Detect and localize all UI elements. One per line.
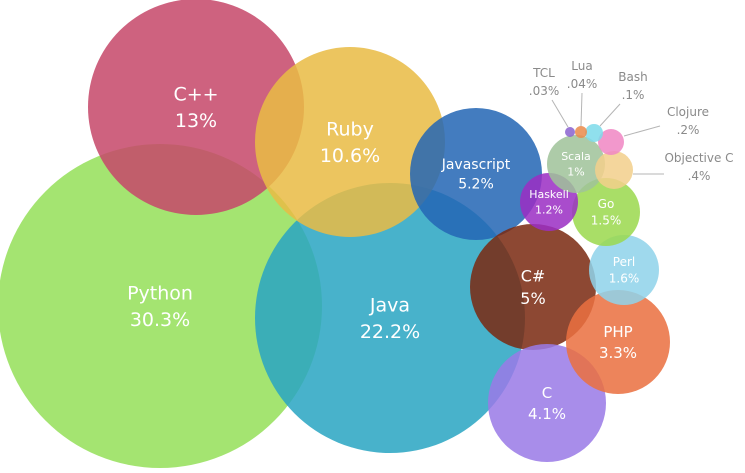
- bubble-value-php: 3.3%: [599, 344, 637, 362]
- bubble-label-clojure: Clojure: [667, 105, 709, 119]
- bubble-ruby: [255, 47, 445, 237]
- bubble-labels: Python 30.3% Java 22.2% C++ 13% Ruby 10.6% Javas…: [127, 59, 733, 423]
- bubble-value-python: 30.3%: [130, 309, 190, 331]
- bubble-value-objective-c: .4%: [688, 169, 711, 183]
- bubble-value-perl: 1.6%: [609, 272, 640, 286]
- bubble-label-objective-c: Objective C: [664, 151, 733, 165]
- bubble-label-c: C++: [173, 83, 218, 105]
- leader-line-clojure: [623, 125, 661, 137]
- bubble-go: [572, 178, 640, 246]
- bubble-label-php: PHP: [603, 323, 632, 341]
- bubble-javascript: [410, 108, 542, 240]
- bubble-label-perl: Perl: [613, 255, 635, 269]
- bubble-value-c: 4.1%: [528, 405, 566, 423]
- bubble-value-go: 1.5%: [591, 214, 622, 228]
- bubble-c: [470, 224, 596, 350]
- bubble-objective-c: [595, 151, 633, 189]
- bubble-python: [0, 144, 322, 468]
- bubble-value-bash: .1%: [622, 88, 645, 102]
- bubble-bash: [585, 124, 603, 142]
- bubble-value-tcl: .03%: [529, 84, 560, 98]
- bubble-label-c: C: [542, 384, 552, 402]
- bubble-clojure: [598, 129, 624, 155]
- bubble-value-clojure: .2%: [677, 123, 700, 137]
- bubble-label-haskell: Haskell: [529, 188, 569, 201]
- bubble-value-haskell: 1.2%: [535, 204, 563, 217]
- bubble-label-c: C#: [521, 266, 546, 285]
- bubble-label-scala: Scala: [561, 150, 591, 163]
- leader-line-bash: [599, 103, 621, 127]
- bubble-label-python: Python: [127, 282, 193, 304]
- bubble-lua: [575, 126, 587, 138]
- bubble-value-scala: 1%: [567, 166, 584, 179]
- bubble-label-javascript: Javascript: [441, 157, 511, 173]
- leader-line-tcl: [551, 99, 569, 128]
- bubble-label-lua: Lua: [571, 59, 592, 73]
- bubble-label-ruby: Ruby: [326, 118, 374, 140]
- bubble-java: [255, 183, 525, 453]
- bubble-label-tcl: TCL: [532, 66, 555, 80]
- bubble-perl: [589, 235, 659, 305]
- bubble-value-c: 5%: [520, 289, 545, 308]
- bubble-value-lua: .04%: [567, 77, 598, 91]
- bubble-value-c: 13%: [175, 110, 217, 132]
- bubble-value-ruby: 10.6%: [320, 145, 380, 167]
- bubble-value-java: 22.2%: [360, 321, 420, 343]
- bubble-php: [566, 290, 670, 394]
- bubble-label-bash: Bash: [618, 70, 647, 84]
- bubble-label-go: Go: [598, 197, 615, 211]
- bubble-c: [88, 0, 304, 215]
- bubble-scala: [547, 135, 605, 193]
- bubble-label-java: Java: [369, 294, 410, 316]
- bubble-c: [488, 344, 606, 462]
- bubbles: [0, 0, 670, 468]
- bubble-value-javascript: 5.2%: [458, 177, 494, 193]
- leader-line-lua: [580, 92, 583, 127]
- bubble-tcl: [565, 127, 575, 137]
